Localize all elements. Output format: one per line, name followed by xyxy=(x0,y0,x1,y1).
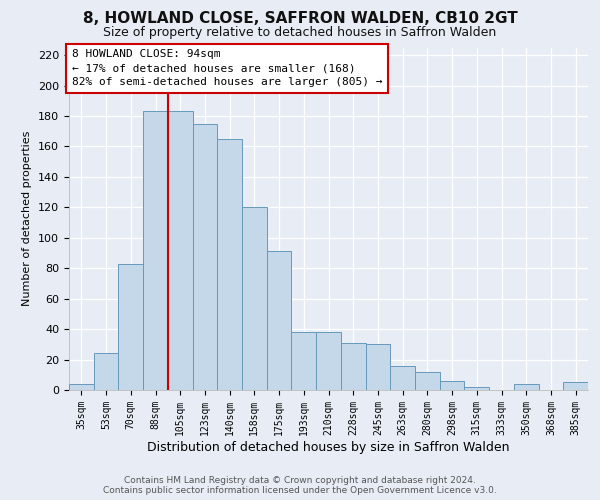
X-axis label: Distribution of detached houses by size in Saffron Walden: Distribution of detached houses by size … xyxy=(147,440,510,454)
Bar xyxy=(94,354,118,390)
Bar xyxy=(390,366,415,390)
Bar xyxy=(217,139,242,390)
Bar xyxy=(415,372,440,390)
Text: Size of property relative to detached houses in Saffron Walden: Size of property relative to detached ho… xyxy=(103,26,497,39)
Bar xyxy=(365,344,390,390)
Bar xyxy=(563,382,588,390)
Text: Contains HM Land Registry data © Crown copyright and database right 2024.: Contains HM Land Registry data © Crown c… xyxy=(124,476,476,485)
Bar xyxy=(292,332,316,390)
Bar xyxy=(316,332,341,390)
Bar xyxy=(193,124,217,390)
Bar xyxy=(118,264,143,390)
Bar xyxy=(143,112,168,390)
Bar xyxy=(242,208,267,390)
Bar xyxy=(464,387,489,390)
Bar xyxy=(267,252,292,390)
Text: Contains public sector information licensed under the Open Government Licence v3: Contains public sector information licen… xyxy=(103,486,497,495)
Text: 8 HOWLAND CLOSE: 94sqm
← 17% of detached houses are smaller (168)
82% of semi-de: 8 HOWLAND CLOSE: 94sqm ← 17% of detached… xyxy=(71,49,382,87)
Bar xyxy=(440,381,464,390)
Y-axis label: Number of detached properties: Number of detached properties xyxy=(22,131,32,306)
Bar xyxy=(514,384,539,390)
Bar xyxy=(69,384,94,390)
Bar xyxy=(341,343,365,390)
Text: 8, HOWLAND CLOSE, SAFFRON WALDEN, CB10 2GT: 8, HOWLAND CLOSE, SAFFRON WALDEN, CB10 2… xyxy=(83,11,517,26)
Bar xyxy=(168,112,193,390)
